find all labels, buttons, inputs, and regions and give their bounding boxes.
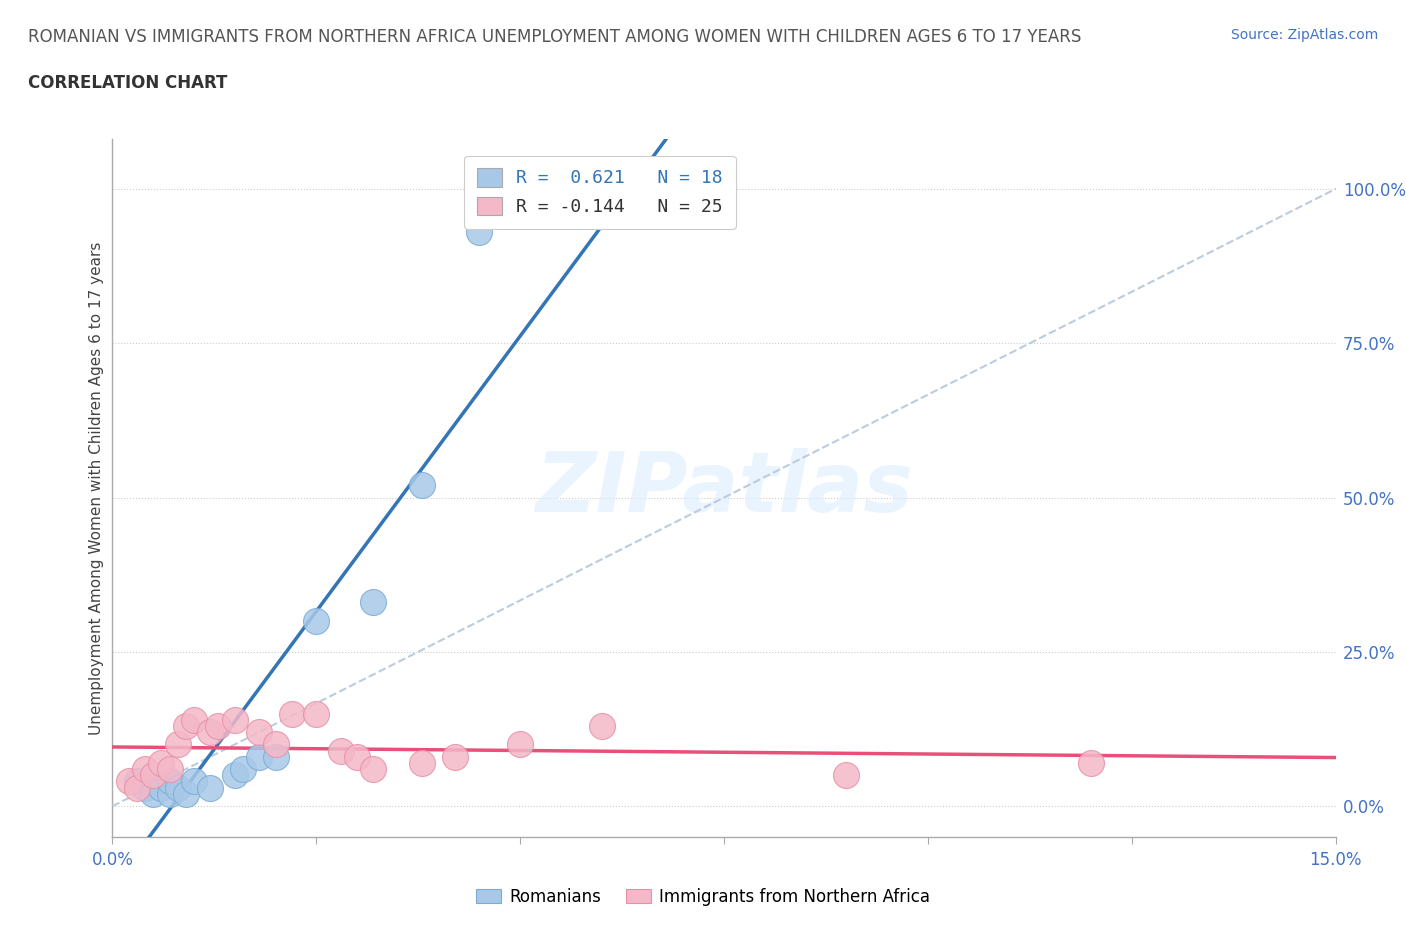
Point (118, 774, 141, 789)
Text: Source: ZipAtlas.com: Source: ZipAtlas.com (1230, 28, 1378, 42)
Point (142, 768, 165, 783)
Point (150, 755, 173, 770)
Text: ZIPatlas: ZIPatlas (536, 447, 912, 529)
Legend: R =  0.621   N = 18, R = -0.144   N = 25: R = 0.621 N = 18, R = -0.144 N = 25 (464, 155, 735, 229)
Point (305, 706, 328, 721)
Point (150, 780, 173, 795)
Point (232, 762, 254, 777)
Legend: Romanians, Immigrants from Northern Africa: Romanians, Immigrants from Northern Afri… (470, 881, 936, 912)
Point (363, 595, 385, 610)
Point (134, 780, 156, 795)
Point (159, 762, 181, 777)
Point (509, 737, 531, 751)
Point (183, 712, 205, 727)
Point (411, 755, 433, 770)
Text: CORRELATION CHART: CORRELATION CHART (28, 74, 228, 92)
Point (224, 768, 246, 783)
Point (134, 762, 156, 777)
Point (125, 774, 148, 789)
Point (166, 780, 188, 795)
Point (305, 614, 328, 629)
Point (224, 712, 246, 727)
Point (159, 774, 181, 789)
Point (835, 768, 858, 783)
Point (363, 762, 385, 777)
Point (125, 780, 148, 795)
Point (183, 774, 205, 789)
Point (142, 787, 165, 802)
Point (411, 478, 433, 493)
Point (166, 737, 188, 751)
Point (346, 750, 368, 764)
Point (444, 750, 467, 764)
Y-axis label: Unemployment Among Women with Children Ages 6 to 17 years: Unemployment Among Women with Children A… (89, 242, 104, 735)
Point (329, 743, 352, 758)
Point (207, 719, 229, 734)
Text: ROMANIAN VS IMMIGRANTS FROM NORTHERN AFRICA UNEMPLOYMENT AMONG WOMEN WITH CHILDR: ROMANIAN VS IMMIGRANTS FROM NORTHERN AFR… (28, 28, 1081, 46)
Point (1080, 755, 1102, 770)
Point (247, 750, 270, 764)
Point (200, 780, 222, 795)
Point (159, 787, 181, 802)
Point (468, 225, 491, 240)
Point (174, 787, 197, 802)
Point (200, 724, 222, 739)
Point (591, 719, 613, 734)
Point (264, 737, 287, 751)
Point (247, 724, 270, 739)
Point (281, 706, 304, 721)
Point (264, 750, 287, 764)
Point (174, 719, 197, 734)
